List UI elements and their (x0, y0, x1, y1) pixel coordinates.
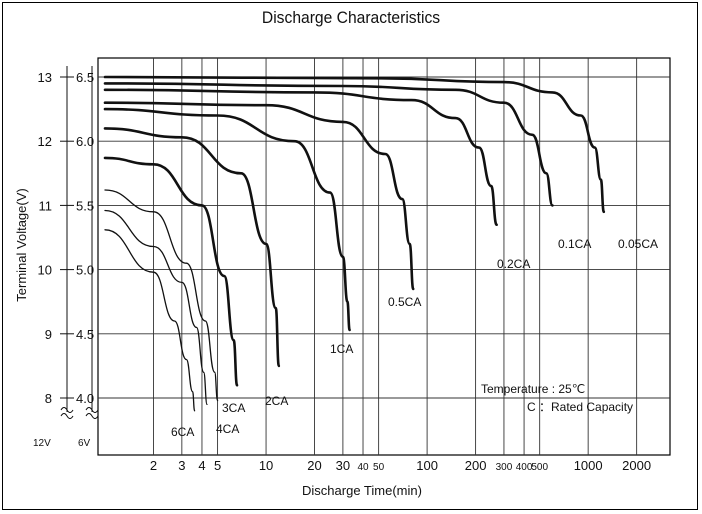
x-tick-label: 20 (307, 458, 321, 473)
axis-break-mark (60, 407, 74, 419)
series-line-0.1CA (103, 82, 554, 207)
x-axis-label: Discharge Time(min) (302, 483, 422, 498)
x-tick-label: 10 (259, 458, 273, 473)
temperature-note: Temperature : 25℃ (481, 382, 585, 396)
x-tick-label: 200 (465, 458, 487, 473)
x-tick-label: 5 (214, 458, 221, 473)
y-tick-label-outer: 9 (45, 327, 52, 342)
y-tick-label-outer: 8 (45, 391, 52, 406)
y-tick-label-outer: 12 (38, 134, 52, 149)
series-label-4CA: 4CA (216, 422, 239, 436)
axis-break-mark (85, 407, 99, 419)
series-group (103, 75, 606, 412)
series-label-0.05CA: 0.05CA (618, 237, 658, 251)
series-line-4CA (104, 189, 219, 402)
series-label-6CA: 6CA (171, 425, 194, 439)
series-line-6CA (104, 229, 196, 412)
y-tick-label-inner: 4.0 (76, 391, 94, 406)
series-line-5CA (104, 209, 208, 406)
x-tick-label: 300 (496, 462, 513, 473)
series-label-3CA: 3CA (222, 401, 245, 415)
series-label-0.5CA: 0.5CA (388, 295, 421, 309)
series-line-0.05CA (103, 75, 606, 214)
y-tick-label-inner: 5.5 (76, 198, 94, 213)
chart-title: Discharge Characteristics (261, 8, 441, 27)
x-tick-label: 40 (357, 462, 369, 473)
x-tick-label: 3 (178, 458, 185, 473)
x-tick-label: 30 (336, 458, 350, 473)
y-tick-label-outer: 13 (38, 70, 52, 85)
series-line-0.5CA (103, 101, 415, 291)
series-line-3CA (103, 156, 239, 387)
series-label-1CA: 1CA (330, 342, 353, 356)
y-tick-label-inner: 6.5 (76, 70, 94, 85)
y-tick-label-inner: 5.0 (76, 263, 94, 278)
y-tick-label-outer: 11 (39, 198, 53, 213)
y-axis-label: Terminal Voltage(V) (14, 188, 29, 301)
x-tick-label: 400 (516, 462, 533, 473)
plot-area (97, 57, 671, 456)
x-tick-label: 2 (150, 458, 157, 473)
axis-break-label-6v: 6V (78, 438, 91, 449)
series-label-2CA: 2CA (265, 394, 288, 408)
x-tick-label: 100 (416, 458, 438, 473)
x-tick-label: 1000 (574, 458, 603, 473)
y-tick-label-inner: 6.0 (76, 134, 94, 149)
x-tick-label: 4 (198, 458, 205, 473)
series-labels: 0.05CA 0.1CA 0.2CA 0.5CA 1CA 2CA 3CA 4CA 6CA (171, 237, 658, 439)
x-tick-label: 50 (373, 462, 385, 473)
y-tick-label-inner: 4.5 (76, 327, 94, 342)
series-line-0.2CA (103, 88, 498, 226)
x-tick-label: 2000 (622, 458, 651, 473)
capacity-note: C ：Rated Capacity (527, 400, 633, 414)
series-label-0.1CA: 0.1CA (558, 237, 591, 251)
series-line-2CA (103, 127, 281, 368)
series-line-1CA (103, 107, 351, 332)
axis-break-label-12v: 12V (33, 438, 51, 449)
series-label-0.2CA: 0.2CA (497, 257, 530, 271)
y-tick-label-outer: 10 (38, 263, 52, 278)
x-tick-label: 500 (531, 462, 548, 473)
y-axis: 13 6.5 12 6.0 11 5.5 10 5.0 9 4.5 8 4.0 (38, 66, 99, 419)
